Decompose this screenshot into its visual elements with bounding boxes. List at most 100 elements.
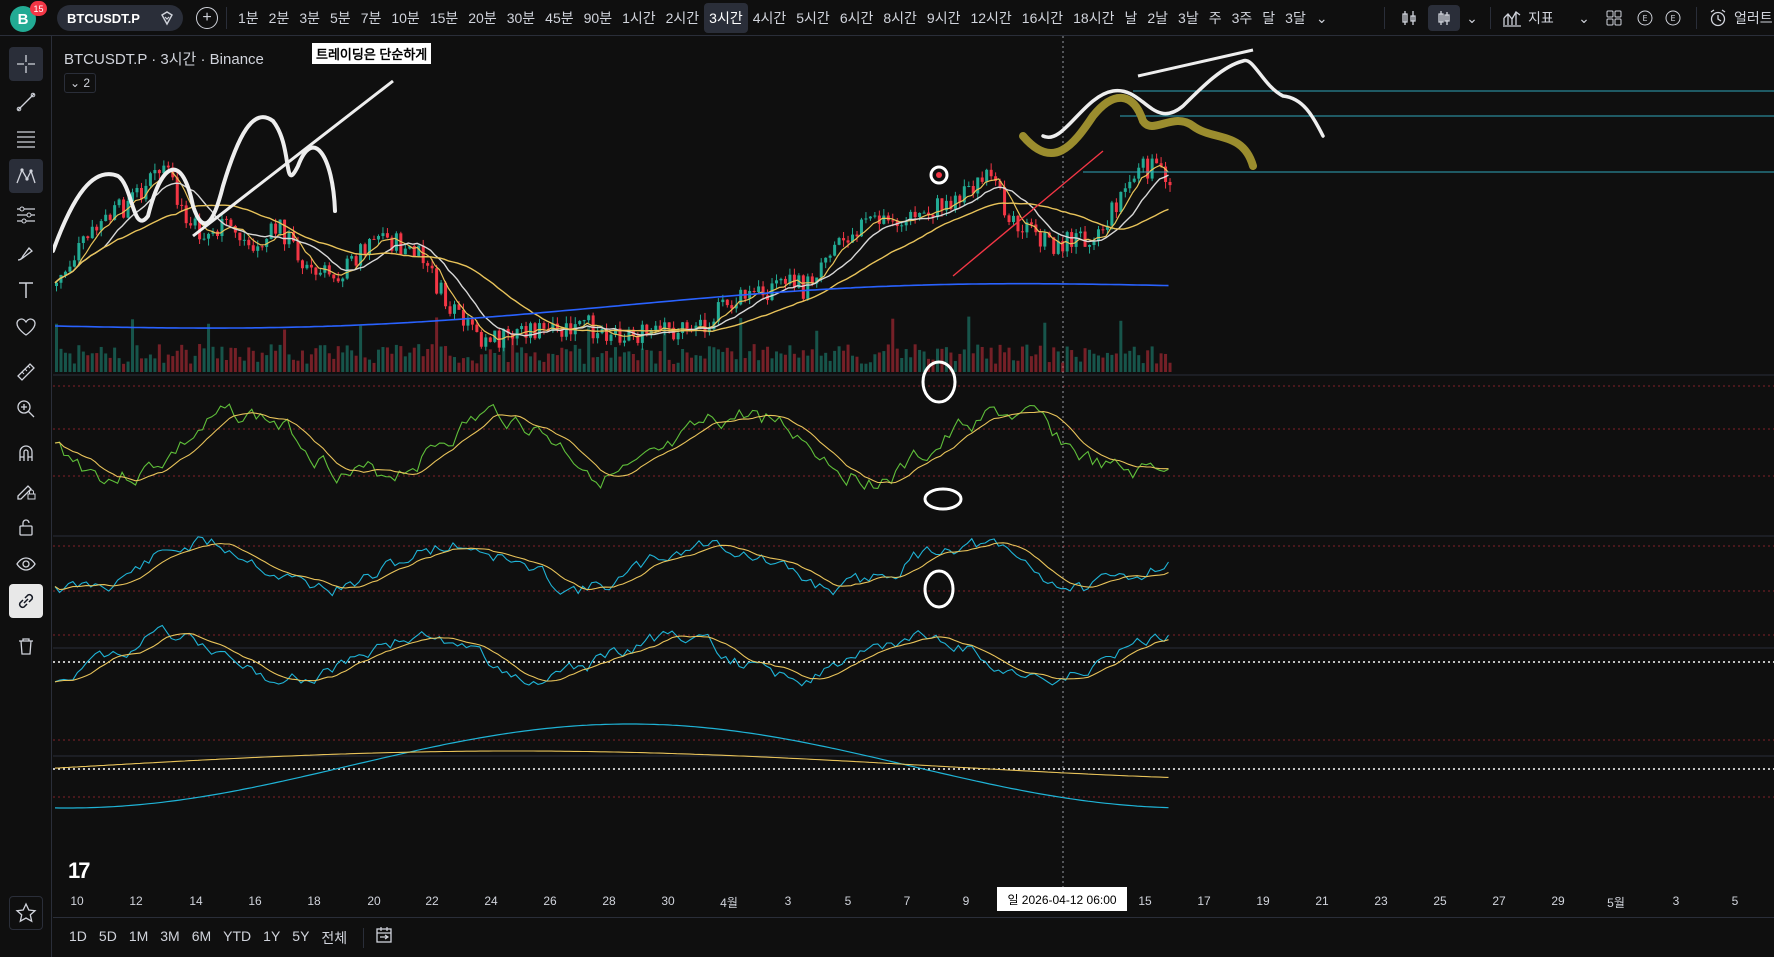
prediction-icon[interactable] xyxy=(9,198,43,232)
volume-bar xyxy=(851,355,855,372)
interval-18[interactable]: 9시간 xyxy=(926,10,961,26)
volume-bar xyxy=(139,358,143,372)
template-icon[interactable]: E xyxy=(1635,5,1655,31)
candle-body xyxy=(135,187,139,193)
candle-body xyxy=(582,320,586,322)
interval-20[interactable]: 16시간 xyxy=(1021,10,1064,26)
interval-3[interactable]: 5분 xyxy=(330,10,351,26)
volume-bar xyxy=(1065,346,1069,372)
compare-add-icon[interactable]: + xyxy=(196,7,218,29)
candle-body xyxy=(721,299,725,303)
candle-body xyxy=(542,323,546,329)
volume-bar xyxy=(792,353,796,372)
symbol-search-button[interactable]: BTCUSDT.P xyxy=(57,5,183,31)
interval-16[interactable]: 6시간 xyxy=(839,10,874,26)
interval-19[interactable]: 12시간 xyxy=(970,10,1012,26)
bar-style-icon[interactable] xyxy=(1396,5,1422,31)
notification-badge[interactable]: 15 xyxy=(30,1,47,16)
volume-bar xyxy=(229,347,233,372)
range-0[interactable]: 1D xyxy=(69,927,87,944)
candle-body xyxy=(122,199,126,218)
crosshair-icon[interactable] xyxy=(9,47,43,81)
interval-2[interactable]: 3분 xyxy=(299,10,321,26)
layout-grid-icon[interactable] xyxy=(1603,5,1625,31)
candle-body xyxy=(153,170,157,174)
interval-17[interactable]: 8시간 xyxy=(883,10,917,26)
volume-bar xyxy=(1007,347,1011,372)
interval-13[interactable]: 3시간 xyxy=(704,3,748,33)
volume-bar xyxy=(569,351,573,372)
trash-icon[interactable] xyxy=(9,629,43,663)
chevron-down-icon[interactable]: ⌄ xyxy=(1315,9,1328,26)
zoom-icon[interactable] xyxy=(9,392,43,426)
interval-7[interactable]: 20분 xyxy=(468,10,497,26)
chart-canvas[interactable] xyxy=(53,36,1774,916)
interval-10[interactable]: 90분 xyxy=(583,10,613,26)
interval-5[interactable]: 10분 xyxy=(391,10,420,26)
interval-11[interactable]: 1시간 xyxy=(622,10,656,26)
fib-icon[interactable] xyxy=(9,122,43,156)
interval-27[interactable]: 달 xyxy=(1262,10,1276,26)
ruler-icon[interactable] xyxy=(9,355,43,389)
candle-body xyxy=(104,214,108,222)
lock-icon[interactable] xyxy=(9,510,43,544)
interval-0[interactable]: 1분 xyxy=(238,10,259,26)
interval-25[interactable]: 주 xyxy=(1208,10,1222,26)
interval-26[interactable]: 3주 xyxy=(1231,10,1253,26)
interval-15[interactable]: 5시간 xyxy=(796,10,830,26)
interval-12[interactable]: 2시간 xyxy=(665,10,700,26)
text-icon[interactable] xyxy=(9,273,43,307)
volume-bar xyxy=(296,360,300,372)
range-7[interactable]: 5Y xyxy=(292,927,310,944)
star-icon[interactable] xyxy=(9,896,43,930)
volume-bar xyxy=(323,345,327,372)
interval-14[interactable]: 4시간 xyxy=(752,10,787,26)
alert-button[interactable]: 얼러트 xyxy=(1708,5,1774,31)
heart-icon[interactable] xyxy=(9,310,43,344)
interval-23[interactable]: 2날 xyxy=(1147,10,1169,26)
template-alt-icon[interactable]: E xyxy=(1663,5,1683,31)
volume-bar xyxy=(958,353,962,372)
volume-bar xyxy=(690,357,694,372)
interval-6[interactable]: 15분 xyxy=(429,10,459,26)
magnet-icon[interactable] xyxy=(9,436,43,470)
lock-drawing-icon[interactable] xyxy=(9,473,43,507)
interval-24[interactable]: 3날 xyxy=(1178,10,1199,26)
interval-4[interactable]: 7분 xyxy=(360,10,382,26)
chevron-down-icon[interactable]: ⌄ xyxy=(1466,9,1478,26)
interval-8[interactable]: 30분 xyxy=(506,10,536,26)
trend-line-icon[interactable] xyxy=(9,85,43,119)
brush-icon[interactable] xyxy=(9,236,43,270)
range-6[interactable]: 1Y xyxy=(263,927,281,944)
range-3[interactable]: 3M xyxy=(160,927,180,944)
interval-1[interactable]: 2분 xyxy=(268,10,290,26)
x-tick: 3 xyxy=(1672,894,1680,908)
interval-21[interactable]: 18시간 xyxy=(1073,10,1115,26)
volume-bar xyxy=(292,359,296,372)
volume-bar xyxy=(564,349,568,372)
range-2[interactable]: 1M xyxy=(128,927,149,944)
range-8[interactable]: 전체 xyxy=(321,929,348,946)
indicators-button[interactable]: 지표 xyxy=(1502,5,1582,31)
range-4[interactable]: 6M xyxy=(191,927,212,944)
date-range-icon[interactable] xyxy=(374,925,394,950)
eye-icon[interactable] xyxy=(9,547,43,581)
pattern-icon[interactable] xyxy=(9,159,43,193)
chevron-down-icon[interactable]: ⌄ xyxy=(1578,9,1590,26)
volume-bar xyxy=(524,353,528,372)
text-annotation[interactable]: 트레이딩은 단순하게 xyxy=(312,43,432,64)
interval-9[interactable]: 45분 xyxy=(545,10,574,26)
range-5[interactable]: YTD xyxy=(223,927,252,944)
indicator-collapse-button[interactable]: ⌄ 2 xyxy=(64,73,96,93)
interval-22[interactable]: 날 xyxy=(1124,10,1138,26)
candle-body xyxy=(207,233,211,239)
candle-style-icon[interactable] xyxy=(1428,5,1460,31)
candle-body xyxy=(520,326,524,330)
volume-bar xyxy=(180,344,184,372)
volume-bar xyxy=(622,352,626,372)
time-axis[interactable]: 10 12 14 16 18 20 22 24 26 28 30 4월 3 5 7 9 15 17 19 21 23 25… xyxy=(53,888,1774,916)
link-icon[interactable] xyxy=(9,584,43,618)
interval-28[interactable]: 3달 xyxy=(1285,10,1306,26)
diamond-icon[interactable] xyxy=(157,8,177,28)
range-1[interactable]: 5D xyxy=(98,927,117,944)
